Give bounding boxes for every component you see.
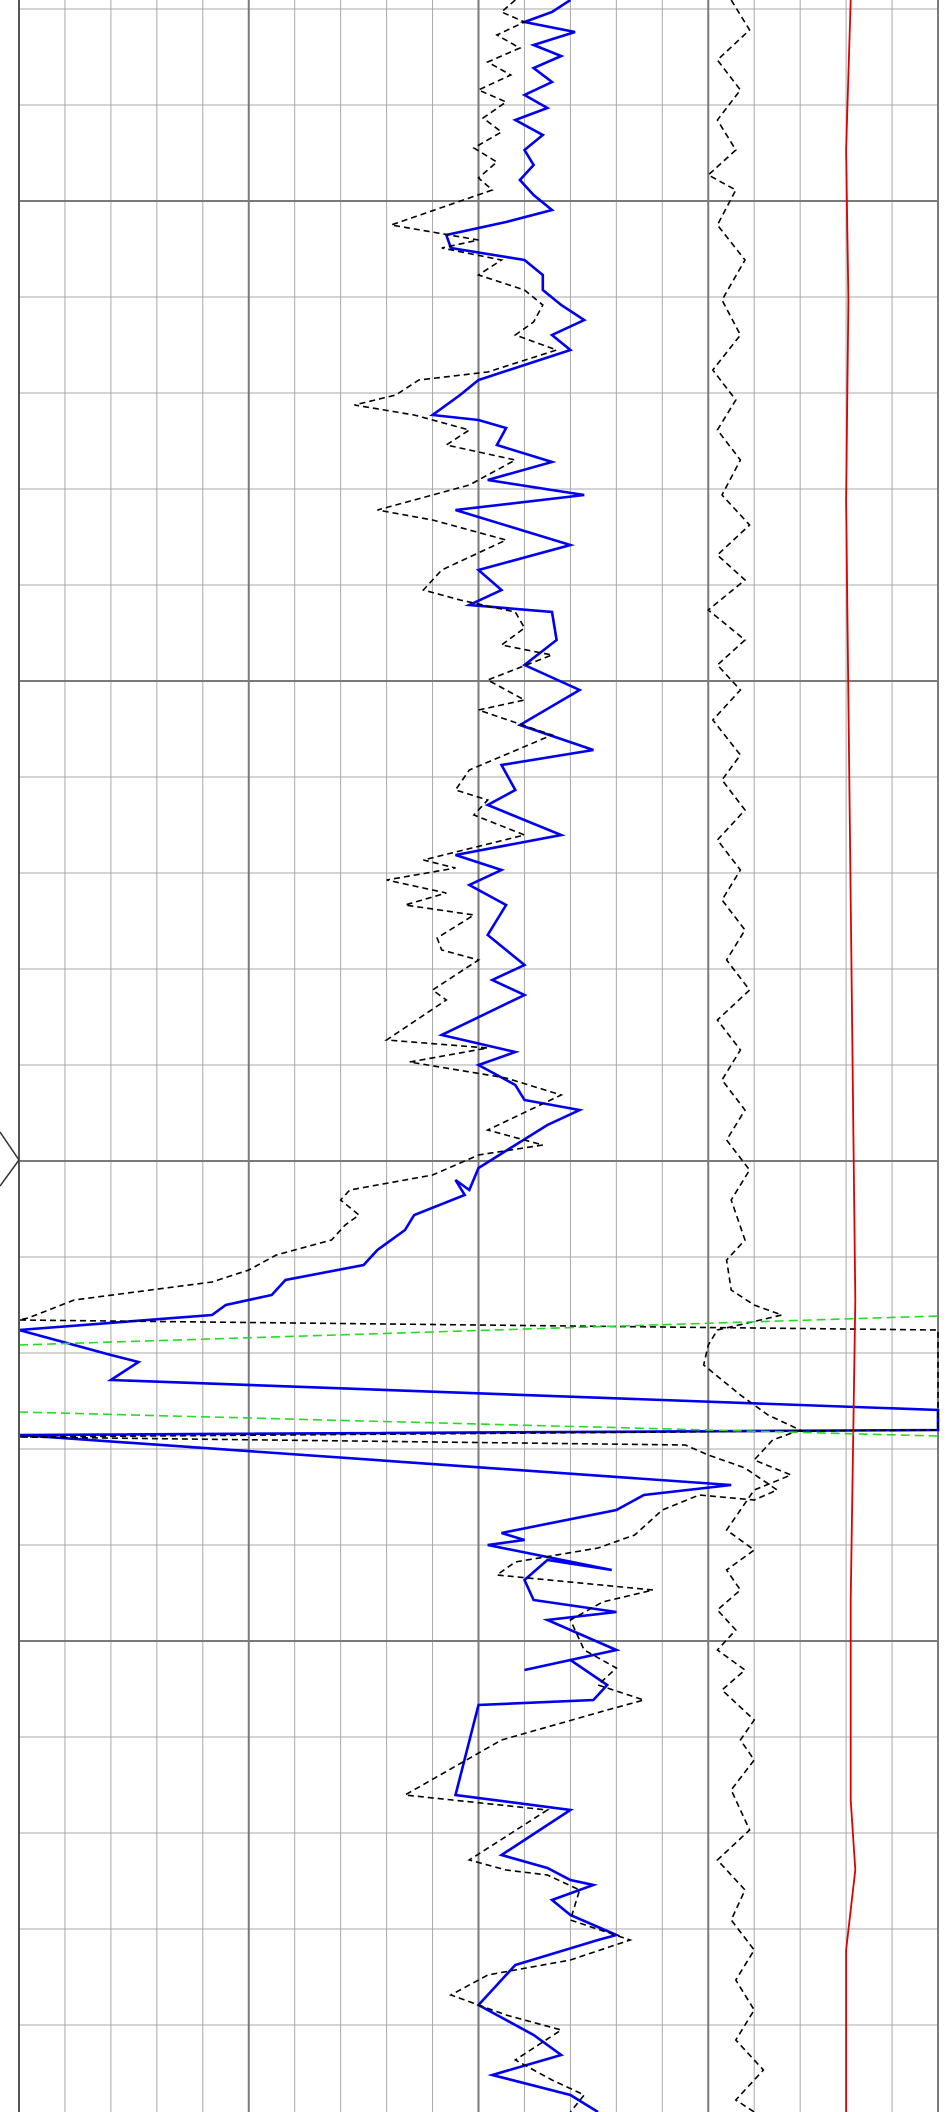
series-3-line [845,0,857,2112]
depth-marker-icon [0,1131,20,1187]
series-2-line [702,0,803,2112]
series-1-line [18,0,939,2112]
series-layer [18,0,940,2112]
series-0-line [18,0,940,2112]
